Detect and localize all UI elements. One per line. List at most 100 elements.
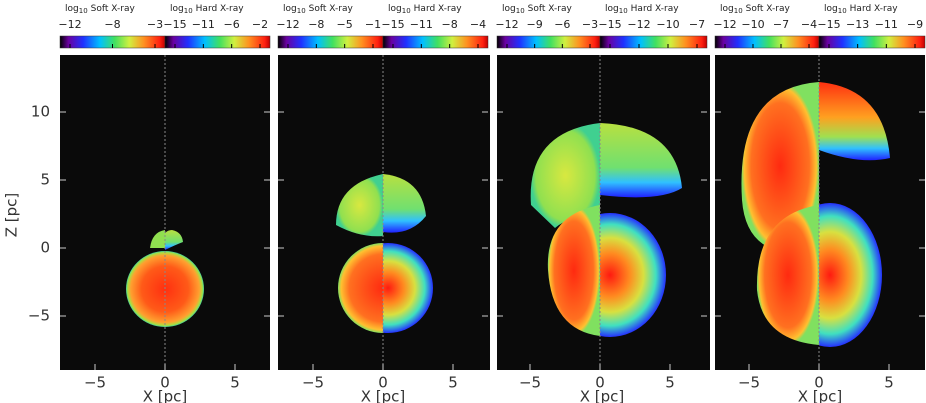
y-axis-label: Z [pc] — [3, 193, 21, 238]
colorbar — [164, 35, 271, 49]
colorbar-tick-label: −8 — [104, 18, 120, 31]
x-tick-label: 5 — [665, 374, 675, 392]
colorbar-tick-label: −4 — [470, 18, 486, 31]
hard-map — [383, 174, 433, 333]
x-tick-label: −5 — [738, 374, 760, 392]
colorbar-tick-label: −3 — [582, 18, 598, 31]
y-tick-label: −5 — [28, 307, 50, 325]
title-log: log — [388, 4, 402, 14]
x-tick-label: 0 — [814, 374, 824, 392]
colorbar-tick-label: −15 — [817, 18, 840, 31]
colorbar-title: log10 Hard X-ray — [824, 4, 898, 16]
colorbar-title: log10 Soft X-ray — [65, 4, 135, 16]
colorbar-tick-label: −4 — [801, 18, 817, 31]
title-log: log — [824, 4, 838, 14]
x-tick-label: 0 — [160, 374, 170, 392]
colorbar — [714, 35, 820, 49]
colorbar-tick-label: −15 — [598, 18, 621, 31]
y-tick-label: 5 — [40, 171, 50, 189]
x-tick-label: 0 — [595, 374, 605, 392]
colorbar-tick-label: −11 — [875, 18, 898, 31]
x-axis-label: X [pc] — [361, 388, 406, 403]
title-base: 10 — [516, 7, 525, 15]
colorbar-tick-label: −10 — [741, 18, 764, 31]
x-tick-label: 5 — [884, 374, 894, 392]
colorbar-tick-label: −15 — [381, 18, 404, 31]
colorbar-tick-label: −8 — [308, 18, 324, 31]
x-tick-label: 5 — [230, 374, 240, 392]
colorbar-tick-label: −15 — [163, 18, 186, 31]
title-name: Hard X-ray — [631, 4, 680, 14]
hard-map — [819, 82, 890, 347]
title-base: 10 — [619, 7, 628, 15]
x-tick-label: 0 — [378, 374, 388, 392]
colorbar-tick-label: −11 — [192, 18, 215, 31]
soft-map — [741, 82, 819, 345]
colorbar-tick-label: −3 — [147, 18, 163, 31]
colorbar-tick-label: −1 — [365, 18, 381, 31]
colorbar-title: log10 Soft X-ray — [283, 4, 353, 16]
colorbar-tick-label: −12 — [495, 18, 518, 31]
colorbar-tick-label: −6 — [224, 18, 240, 31]
colorbar-tick-label: −13 — [846, 18, 869, 31]
x-tick-label: −5 — [84, 374, 106, 392]
colorbar-tick-label: −9 — [527, 18, 543, 31]
colorbar-tick-label: −6 — [554, 18, 570, 31]
x-axis-label: X [pc] — [798, 388, 843, 403]
y-tick-label: 10 — [31, 103, 50, 121]
colorbar-title: log10 Hard X-ray — [170, 4, 244, 16]
title-base: 10 — [402, 7, 411, 15]
title-log: log — [283, 4, 297, 14]
hard-map — [165, 230, 204, 327]
title-name: Hard X-ray — [196, 4, 245, 14]
colorbar-tick-label: −5 — [337, 18, 353, 31]
title-name: Soft X-ray — [528, 4, 573, 14]
center-lines — [164, 55, 820, 370]
x-tick-label: −5 — [519, 374, 541, 392]
title-base: 10 — [734, 7, 743, 15]
title-name: Soft X-ray — [91, 4, 136, 14]
title-name: Hard X-ray — [414, 4, 463, 14]
colorbar-tick-label: −12 — [713, 18, 736, 31]
colorbar-tick-label: −11 — [410, 18, 433, 31]
colorbar-tick-label: −9 — [907, 18, 923, 31]
colorbar-tick-label: −7 — [773, 18, 789, 31]
title-base: 10 — [184, 7, 193, 15]
x-tick-label: 5 — [448, 374, 458, 392]
title-name: Soft X-ray — [746, 4, 791, 14]
title-log: log — [170, 4, 184, 14]
colorbar-tick-label: −12 — [58, 18, 81, 31]
hard-map — [600, 123, 682, 337]
title-name: Soft X-ray — [309, 4, 354, 14]
colorbar-title: log10 Hard X-ray — [605, 4, 679, 16]
title-base: 10 — [838, 7, 847, 15]
colorbar-tick-label: −8 — [442, 18, 458, 31]
soft-map — [530, 123, 600, 336]
y-tick-label: 0 — [40, 239, 50, 257]
colorbar-tick-label: −10 — [656, 18, 679, 31]
colorbar-title: log10 Soft X-ray — [502, 4, 572, 16]
colorbar — [382, 35, 489, 49]
colorbar-tick-label: −12 — [276, 18, 299, 31]
colorbar-tick-label: −12 — [627, 18, 650, 31]
colorbar-title: log10 Soft X-ray — [720, 4, 790, 16]
soft-map — [336, 174, 383, 333]
colorbar — [496, 35, 601, 49]
x-tick-label: −5 — [302, 374, 324, 392]
title-log: log — [502, 4, 516, 14]
colorbar-tick-label: −7 — [689, 18, 705, 31]
title-log: log — [720, 4, 734, 14]
colorbar-tick-label: −2 — [252, 18, 268, 31]
x-axis-label: X [pc] — [580, 388, 625, 403]
title-name: Hard X-ray — [850, 4, 899, 14]
colorbar — [599, 35, 708, 49]
title-base: 10 — [79, 7, 88, 15]
title-base: 10 — [297, 7, 306, 15]
title-log: log — [65, 4, 79, 14]
colorbar — [818, 35, 926, 49]
soft-map — [126, 230, 165, 327]
colorbar — [277, 35, 384, 49]
colorbar-title: log10 Hard X-ray — [388, 4, 462, 16]
title-log: log — [605, 4, 619, 14]
